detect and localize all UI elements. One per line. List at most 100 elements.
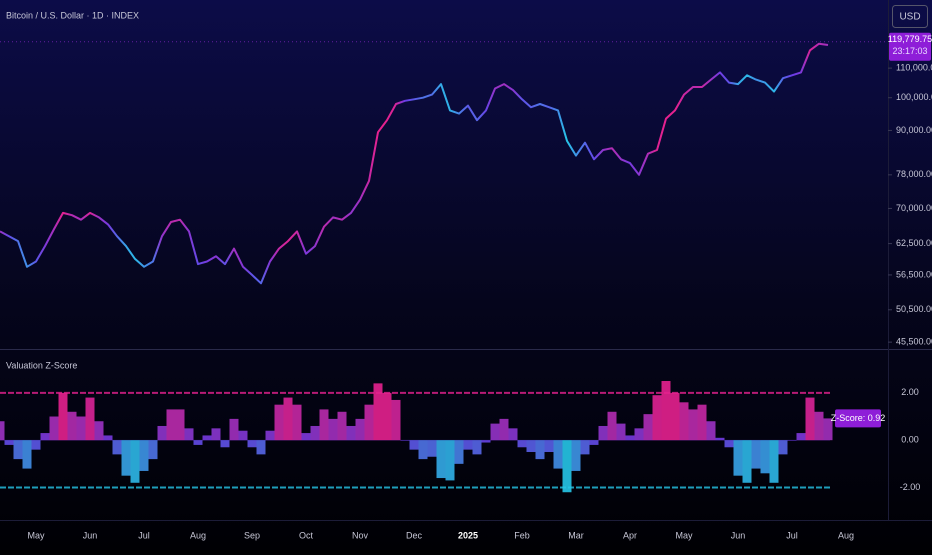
z-bar	[94, 421, 104, 441]
z-bar	[58, 392, 68, 441]
z-bar	[643, 414, 653, 441]
z-bar	[814, 411, 824, 441]
x-tick-label: May	[27, 530, 45, 540]
z-bar	[13, 440, 23, 460]
z-score-label: Z-Score: 0.92	[831, 413, 886, 423]
z-bar	[157, 425, 167, 441]
z-bar	[571, 440, 581, 471]
z-bar	[724, 440, 734, 448]
z-bar	[688, 409, 698, 441]
x-tick-label: Nov	[352, 530, 369, 540]
z-bar	[607, 411, 617, 441]
y-tick-label: 70,000.00	[896, 203, 932, 213]
z-bar	[0, 421, 5, 441]
z-bar	[805, 397, 815, 441]
x-tick-label: Jun	[83, 530, 98, 540]
z-bar	[499, 418, 509, 441]
z-bar	[733, 440, 743, 476]
z-bar	[238, 430, 248, 441]
z-bar	[508, 428, 518, 441]
last-price-label: 119,779.75	[888, 34, 932, 44]
y-tick-label: 78,000.00	[896, 169, 932, 179]
z-bar	[535, 440, 545, 460]
z-bar	[103, 435, 113, 441]
z-bar	[175, 409, 185, 441]
z-bar	[670, 392, 680, 441]
x-tick-label: Sep	[244, 530, 260, 540]
z-bar	[562, 440, 572, 493]
z-bar	[769, 440, 779, 483]
z-bar	[679, 402, 689, 441]
z-bar	[445, 440, 455, 481]
z-bar	[598, 425, 608, 441]
z-bar	[391, 399, 401, 441]
z-bar	[184, 428, 194, 441]
last-price-box	[889, 32, 931, 61]
z-score-box	[835, 409, 881, 428]
z-bar	[823, 418, 833, 441]
z-bar	[67, 411, 77, 441]
z-bar	[256, 440, 266, 455]
z-bar	[31, 440, 41, 450]
x-tick-label: Oct	[299, 530, 314, 540]
x-tick-label: Jun	[731, 530, 746, 540]
z-bar	[40, 433, 50, 441]
z-bar	[337, 411, 347, 441]
z-bar	[760, 440, 770, 474]
z-bar	[121, 440, 131, 476]
z-bar	[706, 421, 716, 441]
z-bar	[373, 383, 383, 441]
z-tick-label: -2.00	[900, 482, 921, 492]
z-bar	[454, 440, 464, 464]
z-bar	[418, 440, 428, 460]
z-bar	[409, 440, 419, 450]
x-tick-label: Dec	[406, 530, 423, 540]
y-tick-label: 90,000.00	[896, 125, 932, 135]
z-bar	[661, 381, 671, 441]
z-bar	[589, 440, 599, 445]
z-bar	[22, 440, 32, 469]
indicator-title: Valuation Z-Score	[6, 360, 77, 370]
y-tick-label: 56,500.00	[896, 269, 932, 279]
z-bar	[202, 435, 212, 441]
x-tick-label: Aug	[190, 530, 206, 540]
y-tick-label: 62,500.00	[896, 238, 932, 248]
z-bar	[301, 433, 311, 441]
currency-button[interactable]	[892, 5, 928, 28]
z-bar	[49, 416, 59, 441]
z-bar	[148, 440, 158, 460]
countdown: 23:17:03	[892, 46, 927, 56]
y-tick-label: 45,500.00	[896, 337, 932, 347]
z-bar	[220, 440, 230, 448]
z-bar	[778, 440, 788, 455]
z-bar	[274, 404, 284, 441]
y-tick-label: 50,500.00	[896, 304, 932, 314]
y-tick-label: 110,000.00	[896, 63, 932, 73]
x-tick-label: May	[675, 530, 693, 540]
currency-label[interactable]: USD	[899, 12, 920, 23]
z-bar	[472, 440, 482, 455]
z-bar	[211, 428, 221, 441]
chart-title: Bitcoin / U.S. Dollar · 1D · INDEX	[6, 10, 139, 20]
y-tick-label: 100,000.00	[896, 92, 932, 102]
z-bar	[481, 440, 491, 443]
z-bar	[751, 440, 761, 469]
z-bar	[427, 440, 437, 457]
z-bar	[400, 440, 410, 441]
z-bar	[544, 440, 554, 453]
z-bar	[229, 418, 239, 441]
z-bar	[85, 397, 95, 441]
z-bar	[319, 409, 329, 441]
z-bar	[517, 440, 527, 448]
z-bar	[193, 440, 203, 445]
x-tick-label: Jul	[138, 530, 150, 540]
z-bar	[634, 428, 644, 441]
z-bar	[328, 418, 338, 441]
z-bar	[463, 440, 473, 450]
z-bar	[139, 440, 149, 471]
x-tick-label: 2025	[458, 530, 478, 540]
z-bar	[4, 440, 14, 445]
x-tick-label: Mar	[568, 530, 584, 540]
z-bar	[715, 437, 725, 441]
z-bar	[364, 404, 374, 441]
